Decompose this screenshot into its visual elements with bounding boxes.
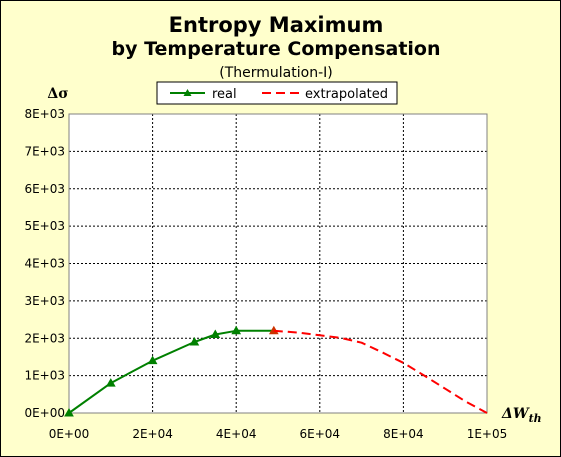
data-point: [147, 355, 158, 365]
y-tick-label: 4E+03: [24, 257, 65, 271]
y-tick-label: 5E+03: [24, 219, 65, 233]
y-tick-label: 8E+03: [24, 107, 65, 121]
data-point: [210, 329, 221, 339]
x-tick-label: 8E+04: [383, 427, 424, 441]
y-tick-label: 1E+03: [24, 369, 65, 383]
y-tick-label: 6E+03: [24, 182, 65, 196]
y-axis-label: Δσ: [47, 86, 68, 102]
data-point: [231, 325, 242, 335]
x-tick-label: 2E+04: [132, 427, 173, 441]
data-point: [105, 378, 116, 387]
data-point: [64, 407, 74, 417]
plot-border: [68, 113, 488, 414]
y-tick-label: 7E+03: [24, 144, 65, 158]
x-tick-label: 0E+00: [49, 427, 90, 441]
chart-title: Entropy Maximum: [169, 13, 384, 37]
x-axis-label: ΔWth: [501, 406, 542, 425]
chart-title-line2: by Temperature Compensation: [112, 38, 441, 60]
y-tick-label: 3E+03: [24, 294, 65, 308]
y-tick-label: 2E+03: [24, 331, 65, 345]
legend-marker-real: [183, 89, 192, 96]
x-tick-label: 1E+05: [467, 427, 508, 441]
y-tick-label: 0E+00: [24, 406, 65, 420]
x-tick-label: 6E+04: [300, 427, 341, 441]
data-point: [189, 336, 200, 346]
chart-subtitle: (Thermulation-I): [219, 65, 332, 81]
legend-label-extrapolated: extrapolated: [305, 87, 388, 102]
x-tick-label: 4E+04: [216, 427, 257, 441]
legend-label-real: real: [212, 87, 237, 102]
